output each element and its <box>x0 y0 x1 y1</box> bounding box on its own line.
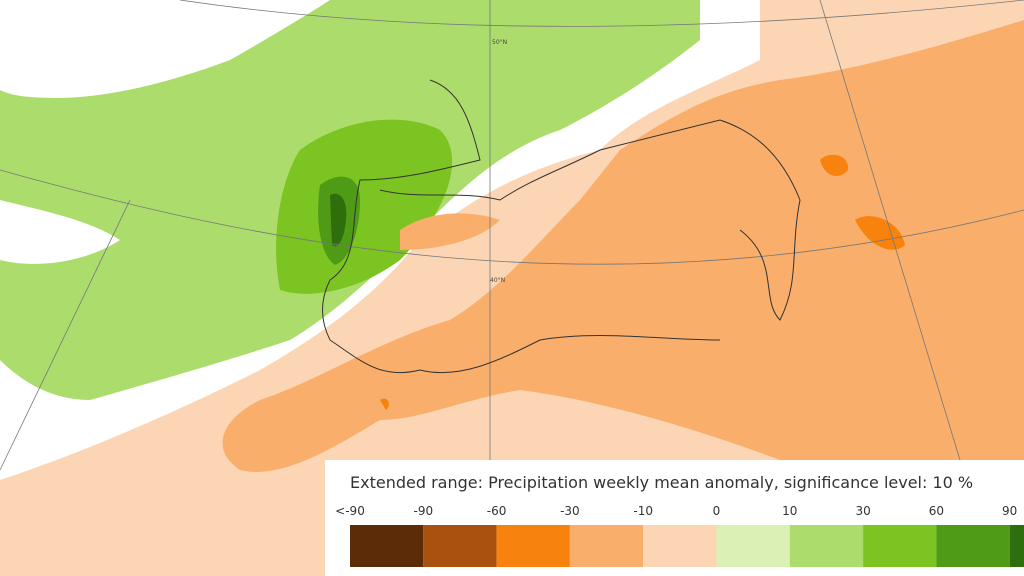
legend-swatch <box>350 525 424 567</box>
legend-swatch <box>643 525 717 567</box>
legend-swatch <box>423 525 497 567</box>
dry-area <box>924 240 1024 460</box>
legend-swatch <box>936 525 1010 567</box>
neutral-area <box>0 200 120 264</box>
legend-label: -60 <box>487 504 507 518</box>
legend-title: Extended range: Precipitation weekly mea… <box>350 473 973 492</box>
dry-area <box>222 20 1024 472</box>
legend-label: -90 <box>413 504 433 518</box>
latitude-label: 40°N <box>490 277 505 284</box>
legend-label: 30 <box>855 504 870 518</box>
neutral-area <box>0 0 280 98</box>
legend-swatch <box>863 525 937 567</box>
wet-area <box>330 193 347 247</box>
legend-label: -30 <box>560 504 580 518</box>
legend: Extended range: Precipitation weekly mea… <box>325 460 1024 576</box>
legend-swatch <box>1009 525 1024 567</box>
legend-label: <-90 <box>335 504 365 518</box>
legend-label: 0 <box>713 504 721 518</box>
legend-label: 10 <box>782 504 797 518</box>
latitude-label: 50°N <box>492 39 507 46</box>
wet-area <box>276 119 453 294</box>
legend-label: 60 <box>929 504 944 518</box>
dry-area <box>400 213 500 250</box>
legend-swatch <box>569 525 644 567</box>
coastline <box>322 79 801 374</box>
legend-swatch <box>496 525 570 567</box>
legend-swatch <box>789 525 864 567</box>
legend-swatch <box>716 525 790 567</box>
legend-label: -10 <box>633 504 653 518</box>
legend-label: 90 <box>1002 504 1017 518</box>
